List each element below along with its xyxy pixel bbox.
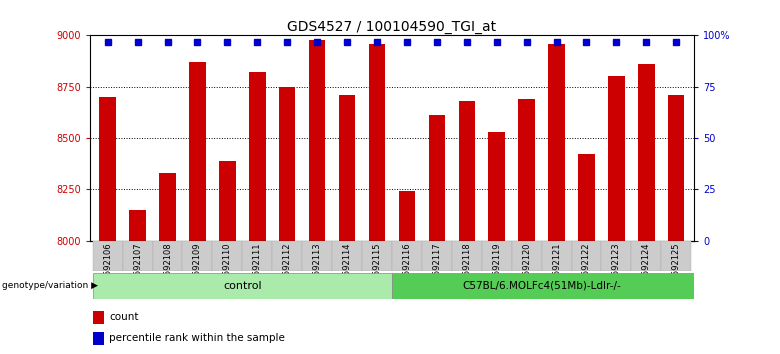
Text: GSM592109: GSM592109: [193, 242, 202, 293]
Text: control: control: [223, 281, 261, 291]
Bar: [93, 241, 122, 271]
Bar: [309, 40, 325, 241]
Bar: [428, 115, 445, 241]
Bar: [153, 241, 183, 271]
Text: GSM592121: GSM592121: [552, 242, 561, 293]
Text: count: count: [109, 312, 139, 322]
Bar: [548, 44, 565, 241]
Bar: [99, 97, 116, 241]
Bar: [452, 241, 482, 271]
Bar: [279, 87, 296, 241]
Bar: [93, 311, 104, 324]
Text: GSM592112: GSM592112: [282, 242, 292, 293]
Bar: [392, 241, 422, 271]
Text: GSM592116: GSM592116: [402, 242, 411, 293]
Bar: [332, 241, 362, 271]
Text: genotype/variation ▶: genotype/variation ▶: [2, 281, 98, 290]
Text: percentile rank within the sample: percentile rank within the sample: [109, 333, 285, 343]
Text: GSM592110: GSM592110: [223, 242, 232, 293]
Bar: [512, 241, 541, 271]
Bar: [122, 241, 153, 271]
Text: GSM592119: GSM592119: [492, 242, 502, 293]
Bar: [519, 99, 535, 241]
Bar: [190, 62, 206, 241]
Bar: [541, 241, 572, 271]
Bar: [482, 241, 512, 271]
Bar: [212, 241, 243, 271]
Bar: [272, 241, 302, 271]
Bar: [392, 273, 706, 299]
Title: GDS4527 / 100104590_TGI_at: GDS4527 / 100104590_TGI_at: [287, 21, 497, 34]
Text: GSM592106: GSM592106: [103, 242, 112, 293]
Text: GSM592122: GSM592122: [582, 242, 591, 293]
Bar: [422, 241, 452, 271]
Text: C57BL/6.MOLFc4(51Mb)-Ldlr-/-: C57BL/6.MOLFc4(51Mb)-Ldlr-/-: [463, 281, 621, 291]
Bar: [399, 192, 415, 241]
Text: GSM592114: GSM592114: [342, 242, 352, 293]
Bar: [488, 132, 505, 241]
Bar: [249, 72, 265, 241]
Bar: [572, 241, 601, 271]
Text: GSM592113: GSM592113: [313, 242, 321, 293]
Bar: [129, 210, 146, 241]
Bar: [369, 44, 385, 241]
Bar: [243, 241, 272, 271]
Text: GSM592125: GSM592125: [672, 242, 681, 293]
Bar: [668, 95, 685, 241]
Text: GSM592111: GSM592111: [253, 242, 262, 293]
Text: GSM592108: GSM592108: [163, 242, 172, 293]
Text: GSM592123: GSM592123: [612, 242, 621, 293]
Bar: [302, 241, 332, 271]
Bar: [601, 241, 631, 271]
Text: GSM592120: GSM592120: [522, 242, 531, 293]
Text: GSM592124: GSM592124: [642, 242, 651, 293]
Bar: [638, 64, 654, 241]
Bar: [362, 241, 392, 271]
Text: GSM592115: GSM592115: [373, 242, 381, 293]
Bar: [339, 95, 356, 241]
Bar: [578, 154, 594, 241]
Bar: [159, 173, 176, 241]
Bar: [219, 161, 236, 241]
Text: GSM592117: GSM592117: [432, 242, 441, 293]
Bar: [183, 241, 212, 271]
Bar: [661, 241, 691, 271]
Bar: [459, 101, 475, 241]
Text: GSM592118: GSM592118: [463, 242, 471, 293]
Bar: [93, 273, 392, 299]
Text: GSM592107: GSM592107: [133, 242, 142, 293]
Bar: [93, 332, 104, 345]
Bar: [608, 76, 625, 241]
Bar: [631, 241, 661, 271]
